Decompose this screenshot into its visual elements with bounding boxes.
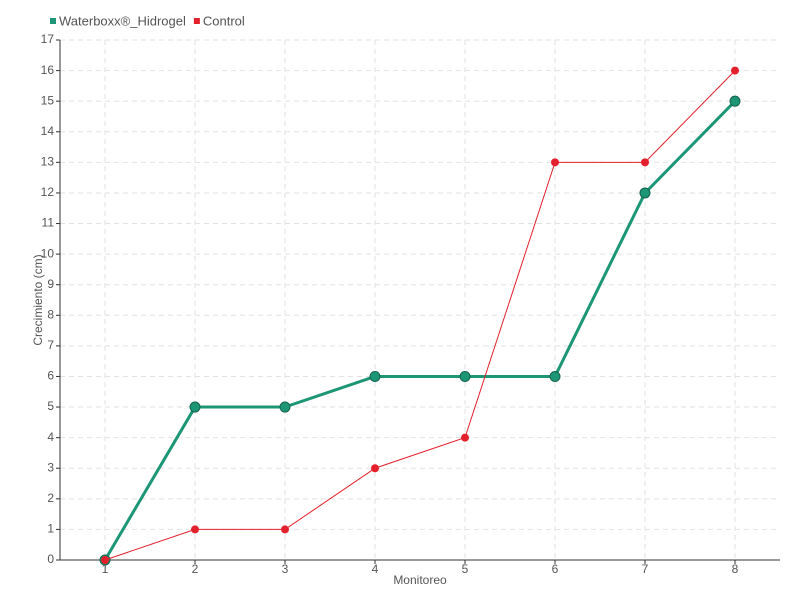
y-tick-label: 3 xyxy=(47,460,54,474)
y-tick-label: 12 xyxy=(41,185,55,199)
data-point xyxy=(549,370,561,382)
data-point xyxy=(461,433,469,442)
data-point xyxy=(639,187,651,199)
y-tick-label: 8 xyxy=(47,307,54,321)
data-point xyxy=(731,66,739,75)
data-point xyxy=(641,158,649,167)
x-tick-label: 8 xyxy=(732,562,739,576)
y-tick-label: 17 xyxy=(41,32,55,46)
y-tick-label: 1 xyxy=(47,522,54,536)
data-point xyxy=(191,525,199,534)
x-tick-label: 5 xyxy=(462,562,469,576)
y-tick-label: 9 xyxy=(47,277,54,291)
y-tick-label: 14 xyxy=(41,124,55,138)
data-point xyxy=(729,95,741,107)
legend-item[interactable]: Control xyxy=(193,13,245,28)
data-point xyxy=(101,556,109,564)
y-tick-label: 6 xyxy=(47,369,54,383)
data-point xyxy=(371,464,379,473)
x-tick-label: 6 xyxy=(552,562,559,576)
y-tick-label: 0 xyxy=(47,552,54,566)
data-point xyxy=(189,401,201,413)
y-tick-label: 13 xyxy=(41,155,55,169)
series-line xyxy=(103,100,737,561)
data-point xyxy=(279,401,291,413)
y-tick-label: 2 xyxy=(47,491,54,505)
x-axis-label: Monitoreo xyxy=(393,573,447,587)
y-tick-label: 15 xyxy=(41,93,55,107)
legend-swatch xyxy=(193,18,200,24)
x-tick-label: 1 xyxy=(102,562,109,576)
legend-label: Waterboxx®_Hidrogel xyxy=(59,13,186,28)
legend-label: Control xyxy=(203,13,245,28)
y-tick-label: 16 xyxy=(41,63,55,77)
series-line xyxy=(104,70,736,561)
legend-item[interactable]: Waterboxx®_Hidrogel xyxy=(50,13,186,28)
y-tick-label: 5 xyxy=(47,399,54,413)
data-point xyxy=(459,370,471,382)
legend-swatch xyxy=(50,18,56,24)
y-tick-label: 7 xyxy=(47,338,54,352)
y-tick-label: 4 xyxy=(47,430,54,444)
data-point xyxy=(551,158,559,167)
data-point xyxy=(369,370,381,382)
x-tick-label: 3 xyxy=(282,562,289,576)
x-tick-label: 4 xyxy=(372,562,379,576)
x-tick-label: 7 xyxy=(642,562,649,576)
data-point xyxy=(281,525,289,534)
y-tick-label: 11 xyxy=(42,216,55,230)
x-tick-label: 2 xyxy=(192,562,199,576)
y-axis-label: Crecimiento (cm) xyxy=(31,254,45,345)
y-tick-label: 10 xyxy=(41,246,55,260)
